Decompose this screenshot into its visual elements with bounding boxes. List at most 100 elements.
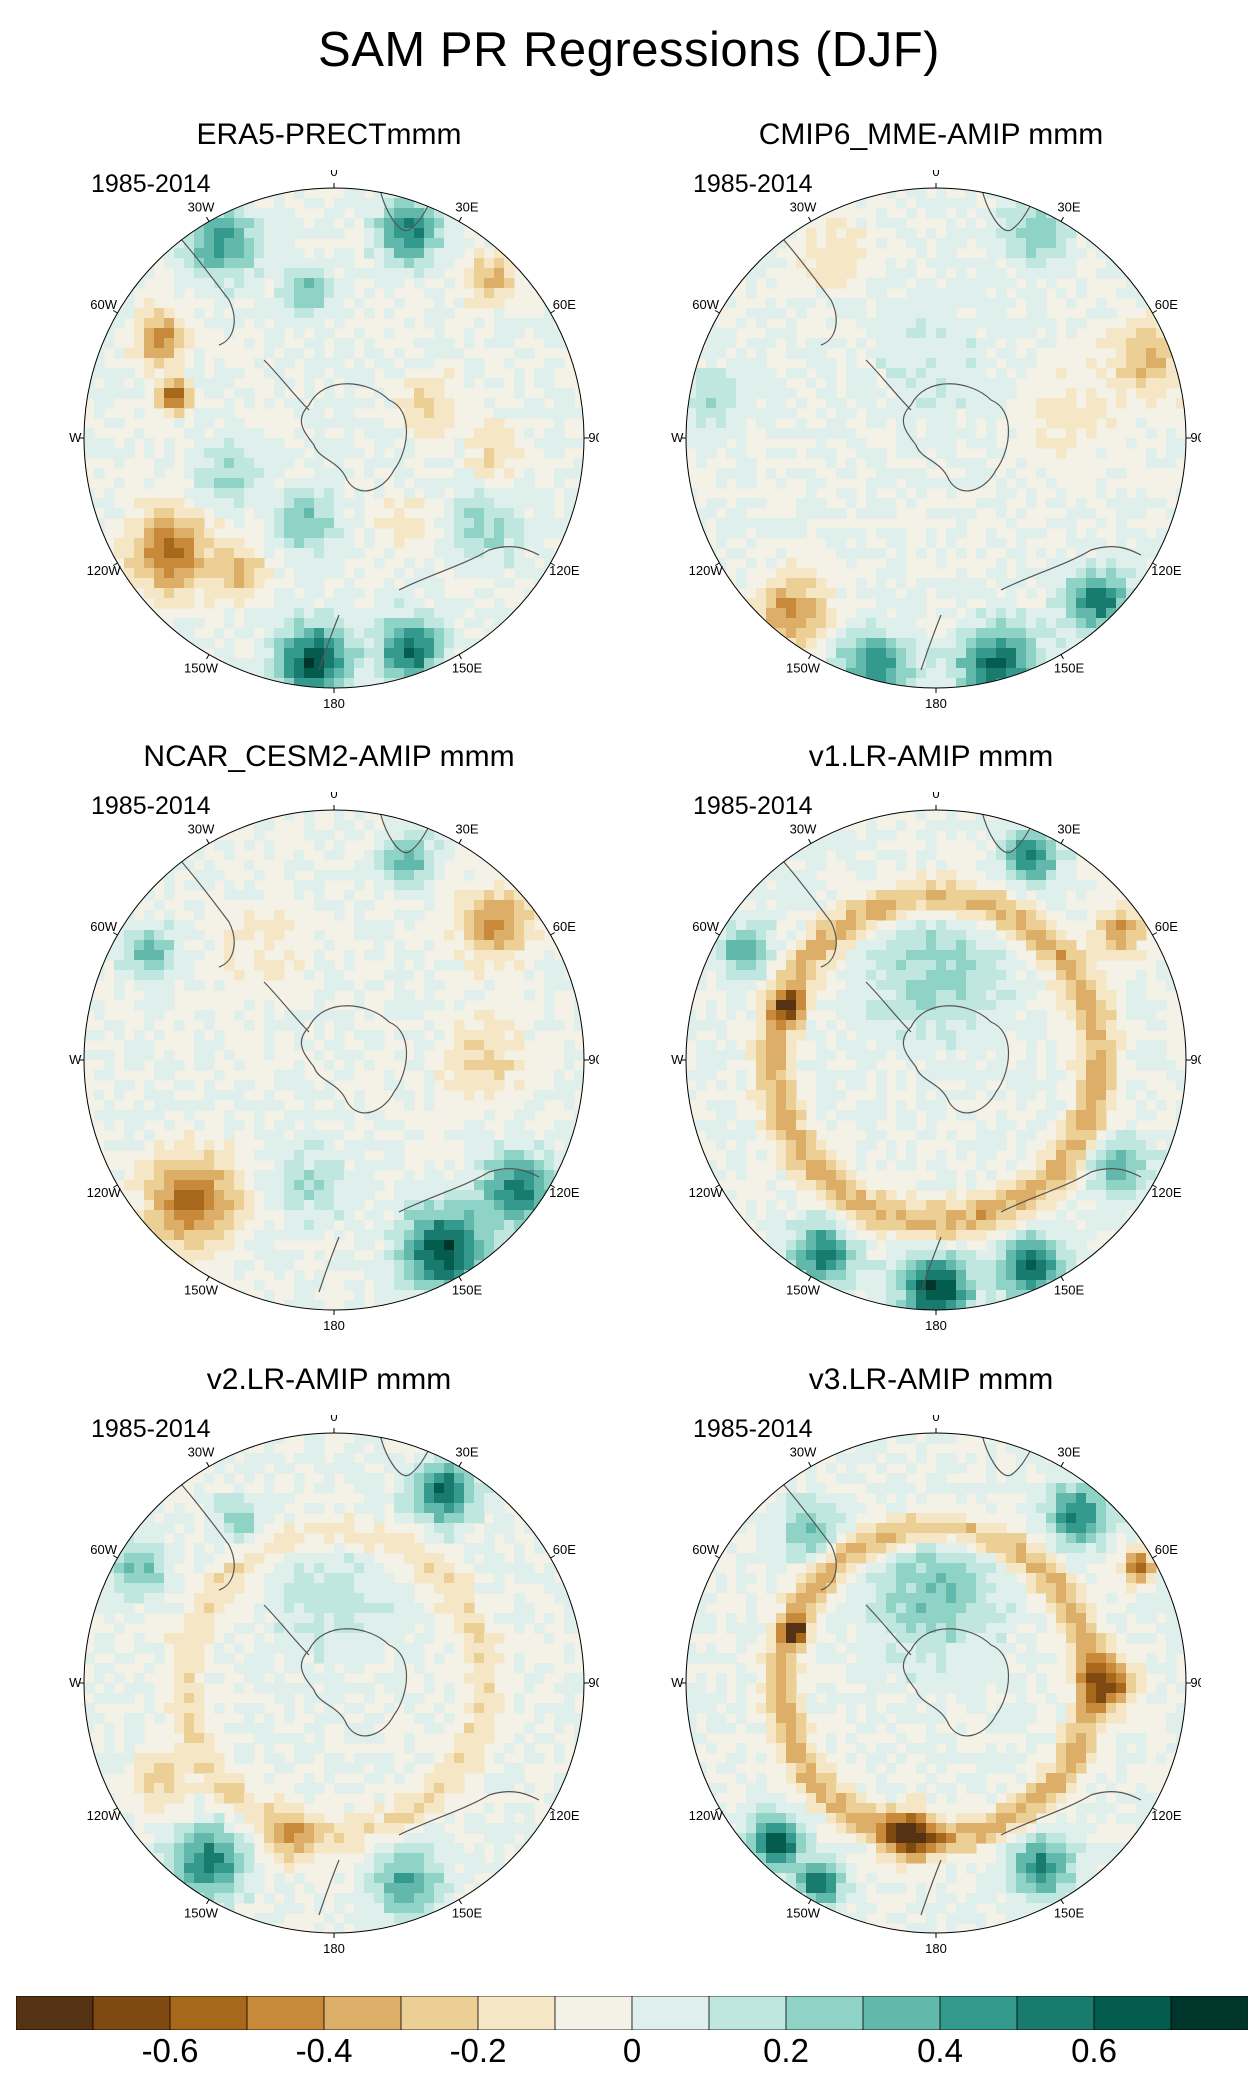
precip-cell <box>1096 448 1107 459</box>
precip-cell <box>234 1170 245 1181</box>
precip-cell <box>404 880 415 891</box>
precip-cell <box>1086 1090 1097 1101</box>
precip-cell <box>144 498 155 509</box>
precip-cell <box>1016 268 1027 279</box>
precip-cell <box>1066 970 1077 981</box>
precip-cell <box>354 1240 365 1251</box>
precip-cell <box>514 568 525 579</box>
precip-cell <box>1146 1040 1157 1051</box>
precip-cell <box>836 900 847 911</box>
precip-cell <box>394 1290 405 1301</box>
precip-cell <box>554 468 565 479</box>
precip-cell <box>174 288 185 299</box>
precip-cell <box>936 1100 947 1111</box>
precip-cell <box>986 258 997 269</box>
precip-cell <box>474 358 485 369</box>
precip-cell <box>1026 1070 1037 1081</box>
precip-cell <box>876 910 887 921</box>
precip-cell <box>1036 318 1047 329</box>
precip-cell <box>996 508 1007 519</box>
precip-cell <box>184 1140 195 1151</box>
precip-cell <box>274 438 285 449</box>
precip-cell <box>334 1230 345 1241</box>
precip-cell <box>946 990 957 1001</box>
precip-cell <box>424 1020 435 1031</box>
precip-cell <box>1136 558 1147 569</box>
precip-cell <box>1046 328 1057 339</box>
precip-cell <box>374 1230 385 1241</box>
precip-cell <box>856 1000 867 1011</box>
precip-cell <box>1016 840 1027 851</box>
precip-cell <box>1146 388 1157 399</box>
precip-cell <box>1006 298 1017 309</box>
precip-cell <box>204 1050 215 1061</box>
precip-cell <box>766 1050 777 1061</box>
precip-cell <box>524 498 535 509</box>
precip-cell <box>414 628 425 639</box>
precip-cell <box>174 940 185 951</box>
precip-cell <box>424 1070 435 1081</box>
precip-cell <box>846 930 857 941</box>
antarctic-peninsula <box>865 359 912 411</box>
precip-cell <box>494 1250 505 1261</box>
precip-cell <box>224 1170 235 1181</box>
lon-tick <box>1060 654 1064 660</box>
precip-cell <box>304 810 315 821</box>
precip-cell <box>1106 468 1117 479</box>
precip-cell <box>916 860 927 871</box>
precip-cell <box>1136 1110 1147 1121</box>
precip-cell <box>1026 970 1037 981</box>
precip-cell <box>144 538 155 549</box>
precip-cell <box>204 498 215 509</box>
precip-cell <box>424 288 435 299</box>
precip-cell <box>144 990 155 1001</box>
precip-cell <box>956 950 967 961</box>
precip-cell <box>144 980 155 991</box>
precip-cell <box>334 468 345 479</box>
precip-cell <box>946 398 957 409</box>
precip-cell <box>806 488 817 499</box>
precip-cell <box>946 980 957 991</box>
precip-cell <box>524 1200 535 1211</box>
precip-cell <box>464 1260 475 1271</box>
precip-cell <box>956 1000 967 1011</box>
precip-cell <box>1126 528 1137 539</box>
precip-cell <box>1016 568 1027 579</box>
precip-cell <box>986 1060 997 1071</box>
precip-cell <box>1136 930 1147 941</box>
precip-cell <box>324 288 335 299</box>
precip-cell <box>394 428 405 439</box>
precip-cell <box>866 960 877 971</box>
precip-cell <box>846 618 857 629</box>
precip-cell <box>224 1050 235 1061</box>
precip-cell <box>134 348 145 359</box>
precip-cell <box>876 408 887 419</box>
precip-cell <box>906 990 917 1001</box>
precip-cell <box>916 318 927 329</box>
precip-cell <box>936 198 947 209</box>
lon-tick <box>112 562 118 566</box>
precip-cell <box>936 308 947 319</box>
precip-cell <box>384 308 395 319</box>
precip-cell <box>384 970 395 981</box>
precip-cell <box>796 508 807 519</box>
precip-cell <box>1106 358 1117 369</box>
precip-cell <box>776 598 787 609</box>
precip-cell <box>766 1130 777 1141</box>
precip-cell <box>926 258 937 269</box>
precip-cell <box>966 1030 977 1041</box>
precip-cell <box>1116 538 1127 549</box>
precip-cell <box>1056 418 1067 429</box>
precip-cell <box>946 238 957 249</box>
precip-cell <box>836 528 847 539</box>
lon-tick <box>112 932 118 936</box>
precip-cell <box>1146 428 1157 439</box>
precip-cell <box>906 970 917 981</box>
precip-cell <box>174 1150 185 1161</box>
precip-cell <box>896 970 907 981</box>
precip-cell <box>896 880 907 891</box>
precip-cell <box>786 980 797 991</box>
precip-cell <box>394 668 405 679</box>
precip-cell <box>534 1090 545 1101</box>
precip-cell <box>1086 428 1097 439</box>
